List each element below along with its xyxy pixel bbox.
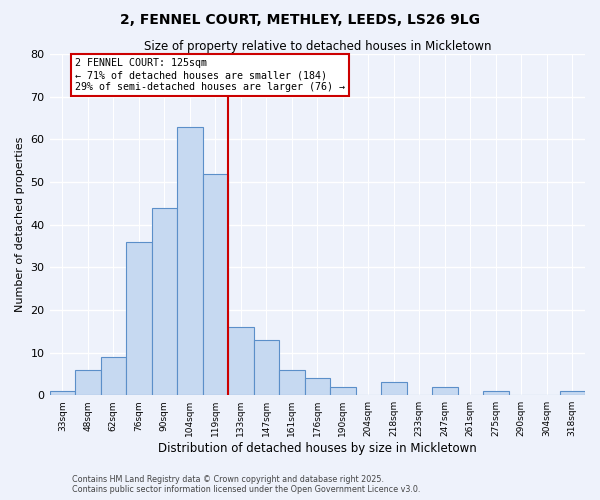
Y-axis label: Number of detached properties: Number of detached properties (15, 137, 25, 312)
Bar (152, 208, 177, 395)
Bar (432, 386, 458, 395)
Text: 2 FENNEL COURT: 125sqm
← 71% of detached houses are smaller (184)
29% of semi-de: 2 FENNEL COURT: 125sqm ← 71% of detached… (75, 58, 345, 92)
X-axis label: Distribution of detached houses by size in Mickletown: Distribution of detached houses by size … (158, 442, 476, 455)
Bar (75, 370, 101, 395)
Bar (381, 382, 407, 395)
Bar (177, 126, 203, 395)
Bar (560, 391, 585, 395)
Bar (228, 327, 254, 395)
Bar (305, 378, 330, 395)
Bar (330, 386, 356, 395)
Text: 2, FENNEL COURT, METHLEY, LEEDS, LS26 9LG: 2, FENNEL COURT, METHLEY, LEEDS, LS26 9L… (120, 12, 480, 26)
Bar (50, 391, 75, 395)
Bar (254, 340, 279, 395)
Bar (126, 242, 152, 395)
Text: Contains HM Land Registry data © Crown copyright and database right 2025.
Contai: Contains HM Land Registry data © Crown c… (72, 474, 421, 494)
Bar (483, 391, 509, 395)
Bar (279, 370, 305, 395)
Bar (203, 174, 228, 395)
Bar (101, 357, 126, 395)
Title: Size of property relative to detached houses in Mickletown: Size of property relative to detached ho… (143, 40, 491, 53)
